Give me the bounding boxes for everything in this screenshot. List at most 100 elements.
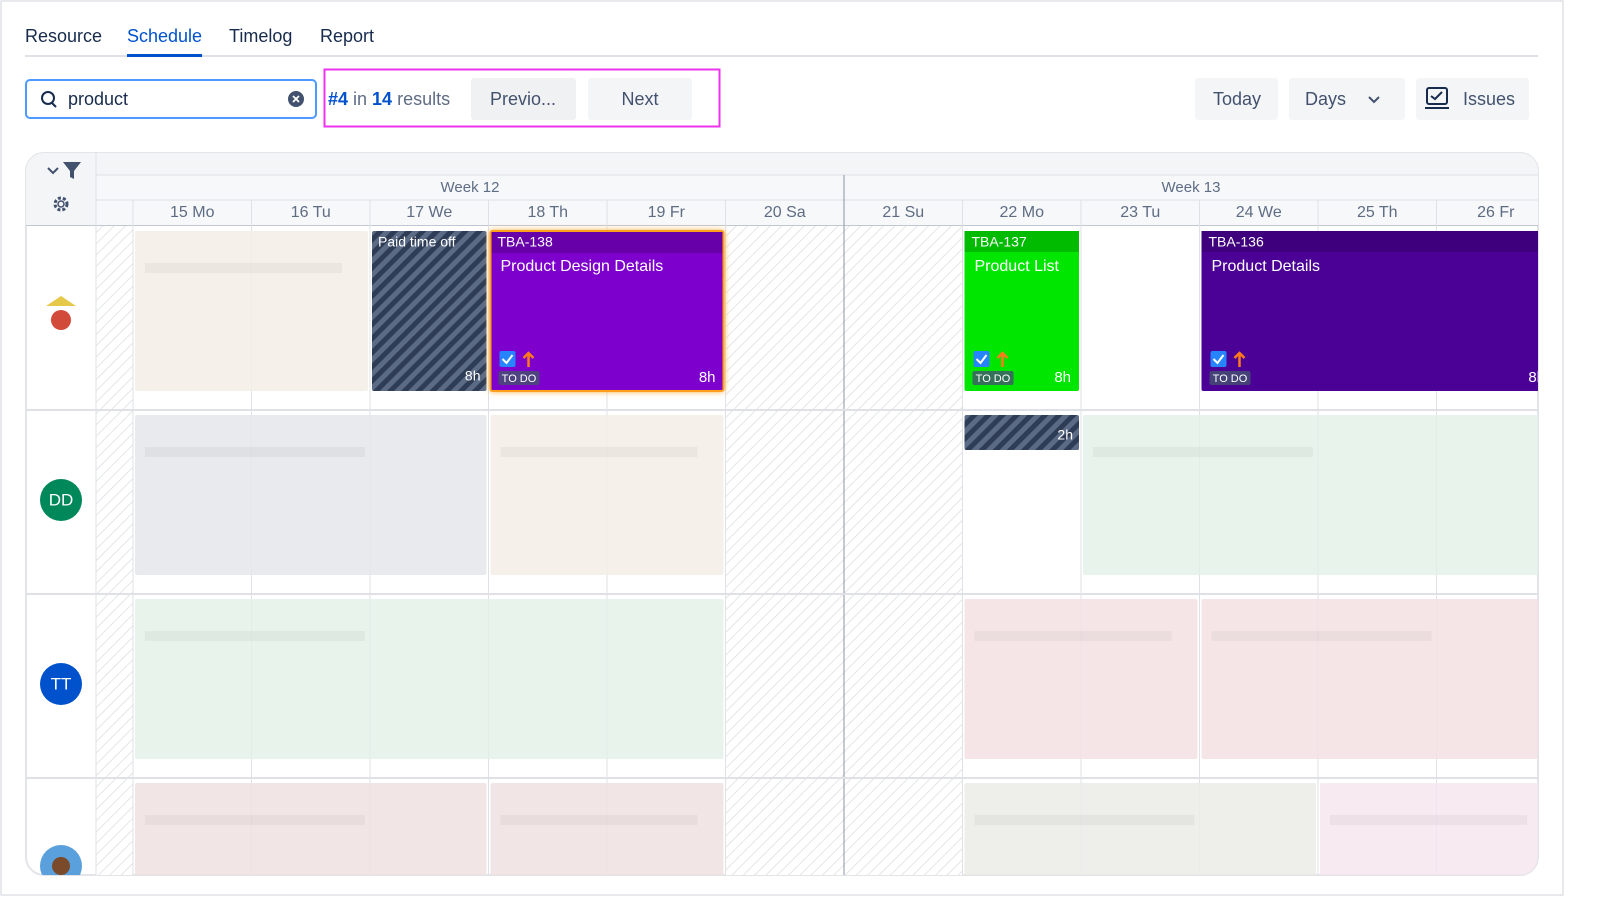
day-label: 23 Tu [1120, 204, 1160, 221]
week-label: Week 12 [441, 179, 500, 196]
avatar-hat [46, 296, 76, 306]
task-type-check [501, 354, 514, 365]
task-type-icon [973, 351, 990, 367]
status-label: TO DO [502, 373, 537, 385]
avatar [40, 479, 82, 521]
day-label: 21 Su [882, 204, 924, 221]
today-label: Today [1213, 89, 1261, 109]
issues-icon [1426, 87, 1448, 105]
faded-bar [145, 263, 342, 273]
time-off-label: Paid time off [378, 234, 456, 250]
task-key: TBA-136 [1209, 234, 1264, 250]
clear-icon [292, 95, 300, 103]
tab[interactable]: Timelog [229, 26, 292, 46]
weekend-column [844, 226, 963, 875]
faded-card [135, 231, 368, 391]
previous-button[interactable] [471, 78, 576, 120]
task-header [1201, 231, 1538, 252]
time-off-hours: 8h [465, 368, 481, 384]
next-button[interactable] [588, 78, 692, 120]
day-label: 25 Th [1357, 204, 1398, 221]
status-badge [498, 371, 540, 385]
view-button[interactable] [1289, 78, 1405, 120]
search-icon-handle [51, 102, 57, 108]
faded-bar [974, 631, 1172, 641]
priority-icon [1233, 351, 1246, 367]
task-type-icon [499, 351, 516, 367]
faded-card [135, 415, 487, 575]
avatar-initials: DD [49, 490, 74, 509]
day-label: 24 We [1236, 204, 1282, 221]
day-label: 17 We [406, 204, 452, 221]
status-badge [1209, 371, 1251, 385]
collapse-icon[interactable] [47, 167, 59, 175]
settings-icon-core [57, 200, 65, 208]
faded-card [1201, 599, 1538, 759]
task-title: Product List [975, 258, 1060, 275]
faded-card [964, 783, 1316, 875]
day-label: 16 Tu [291, 204, 331, 221]
result-current: #4 [328, 89, 348, 109]
priority-icon [996, 351, 1009, 367]
status-label: TO DO [976, 373, 1011, 385]
task-body [1201, 231, 1538, 391]
faded-bar [1330, 815, 1527, 825]
tab-underline [127, 54, 203, 57]
search-icon [41, 91, 55, 105]
task-type-check [975, 354, 988, 365]
task-hours: 8h [1054, 369, 1071, 386]
tab[interactable]: Resource [25, 26, 102, 46]
tab[interactable]: Report [320, 26, 374, 46]
weekend-column [725, 226, 844, 875]
faded-bar [145, 815, 365, 825]
faded-card [964, 599, 1198, 759]
avatar-image-detail [51, 310, 71, 330]
tab[interactable]: Schedule [127, 26, 202, 46]
result-total: 14 [372, 89, 392, 109]
task-key: TBA-138 [498, 234, 553, 250]
status-badge [972, 371, 1014, 385]
next-label: Next [621, 89, 658, 109]
search-text: product [68, 89, 128, 109]
faded-bar [145, 447, 365, 457]
day-label: 22 Mo [1000, 204, 1045, 221]
week-label: Week 13 [1162, 179, 1221, 196]
day-label: 26 Fr [1477, 204, 1515, 221]
task-hours: 8h [699, 369, 716, 386]
settings-icon[interactable] [53, 196, 69, 212]
task-title: Product Details [1212, 258, 1321, 275]
today-button[interactable] [1195, 78, 1278, 120]
view-label: Days [1305, 89, 1346, 109]
faded-bar [1093, 447, 1313, 457]
previous-label: Previo... [490, 89, 556, 109]
task-card[interactable]: TBA-136 Product Details TO DO 8h [1201, 231, 1554, 391]
filter-icon[interactable] [63, 162, 81, 179]
leading-column [96, 226, 133, 875]
faded-bar [974, 815, 1195, 825]
time-off-block [372, 231, 487, 391]
result-label: results [397, 89, 450, 109]
avatar-initials: TT [51, 674, 72, 693]
highlight-box [323, 68, 721, 128]
faded-bar [145, 631, 365, 641]
faded-card [1320, 783, 1538, 875]
issues-icon-detail [1425, 91, 1449, 109]
day-label: 20 Sa [764, 204, 806, 221]
faded-bar [500, 447, 698, 457]
results-text: #4 in 14 results [328, 89, 450, 109]
search-box[interactable] [25, 79, 317, 119]
result-connector: in [353, 89, 367, 109]
faded-bar [1211, 631, 1432, 641]
task-card[interactable]: TBA-138 Product Design Details TO DO 8h [489, 230, 725, 392]
task-card[interactable]: TBA-137 Product List TO DO 8h [964, 231, 1080, 391]
faded-card [135, 783, 487, 875]
status-label: TO DO [1213, 373, 1248, 385]
task-body [489, 230, 725, 392]
issues-label: Issues [1463, 89, 1515, 109]
avatar [40, 663, 82, 705]
day-label: 15 Mo [170, 204, 215, 221]
task-header [491, 232, 723, 253]
faded-card [1083, 415, 1538, 575]
day-label: 19 Fr [648, 204, 686, 221]
time-off-block [964, 415, 1079, 450]
